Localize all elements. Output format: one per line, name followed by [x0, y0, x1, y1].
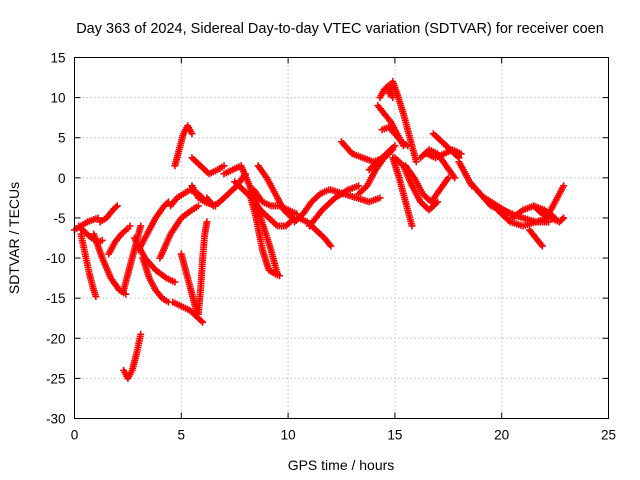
series-arc-11 [139, 254, 172, 306]
series-arc-32 [365, 142, 399, 174]
data-point [126, 222, 134, 230]
data-point [560, 214, 568, 222]
y-tick-label: 0 [58, 171, 66, 186]
plot-frame [74, 57, 609, 419]
series-arc-10 [135, 198, 172, 254]
y-tick-label: -20 [46, 331, 66, 346]
data-point [408, 222, 416, 230]
series-arc-48 [525, 226, 546, 250]
data-point [355, 182, 363, 190]
x-tick-labels: 0 5 10 15 20 25 [71, 428, 616, 443]
data-point [560, 182, 568, 190]
data-point [327, 242, 335, 250]
data-point [197, 317, 205, 325]
series-arc-37 [389, 154, 416, 230]
x-axis-label: GPS time / hours [288, 457, 395, 473]
data-point [444, 174, 452, 182]
series-arc-05 [96, 202, 121, 226]
data-point [199, 318, 207, 326]
x-tick-label: 20 [494, 428, 509, 443]
y-tick-label: 5 [58, 131, 66, 146]
series-arc-06 [105, 222, 134, 258]
data-point [137, 222, 145, 230]
data-point [451, 174, 459, 182]
series-arc-24 [250, 186, 301, 218]
y-tick-labels: -30 -25 -20 -15 -10 -5 0 5 10 15 [46, 51, 66, 427]
data-point [288, 214, 296, 222]
x-tick-label: 25 [601, 428, 616, 443]
axis-ticks [74, 57, 609, 419]
data-point [391, 142, 399, 150]
series-arc-50 [540, 182, 568, 226]
y-tick-label: -15 [46, 291, 66, 306]
series-arc-16 [177, 250, 200, 314]
data-point [92, 293, 100, 301]
x-tick-label: 10 [281, 428, 296, 443]
series-arc-12 [156, 202, 202, 262]
data-point [457, 150, 465, 158]
data-point [188, 130, 196, 138]
y-tick-label: 10 [50, 91, 65, 106]
series-arc-34 [378, 123, 412, 150]
chart-title: Day 363 of 2024, Sidereal Day-to-day VTE… [76, 21, 604, 37]
data-point [112, 203, 120, 211]
data-point [194, 202, 202, 210]
data-point [163, 199, 171, 207]
data-point [98, 236, 106, 244]
data-point [113, 202, 121, 210]
data-point [538, 242, 546, 250]
data-point [171, 278, 179, 286]
series-arc-09 [130, 234, 179, 286]
y-tick-label: 15 [50, 51, 65, 66]
series-arc-17 [188, 154, 228, 178]
series-arc-39 [402, 162, 452, 206]
data-point [558, 215, 566, 223]
data-point [412, 158, 420, 166]
x-tick-label: 0 [71, 428, 79, 443]
series-arc-42 [429, 130, 463, 162]
y-tick-label: -5 [53, 211, 65, 226]
data-point [389, 94, 397, 102]
x-tick-label: 15 [387, 428, 402, 443]
y-tick-label: -30 [46, 412, 66, 427]
series-arc-25 [254, 162, 296, 222]
series-arc-29 [327, 186, 384, 206]
series-arc-36 [376, 82, 397, 102]
data-point [122, 290, 130, 298]
y-tick-label: -10 [46, 251, 66, 266]
series-arc-23 [246, 190, 284, 280]
data-point [434, 198, 442, 206]
x-tick-label: 5 [178, 428, 186, 443]
data-point [220, 162, 228, 170]
series-arc-14 [169, 298, 207, 326]
data-points [71, 78, 568, 382]
data-point [203, 218, 211, 226]
data-point [94, 214, 102, 222]
series-arc-04 [90, 230, 130, 298]
data-point [376, 194, 384, 202]
data-point [137, 330, 145, 338]
series-arc-19 [194, 218, 211, 318]
series-arc-03 [77, 230, 100, 301]
series-arc-08 [120, 330, 145, 382]
grid-lines [74, 57, 609, 419]
y-tick-label: -25 [46, 371, 66, 386]
series-arc-15 [171, 122, 196, 170]
data-point [276, 272, 284, 280]
y-axis-label: SDTVAR / TECUs [6, 182, 22, 294]
